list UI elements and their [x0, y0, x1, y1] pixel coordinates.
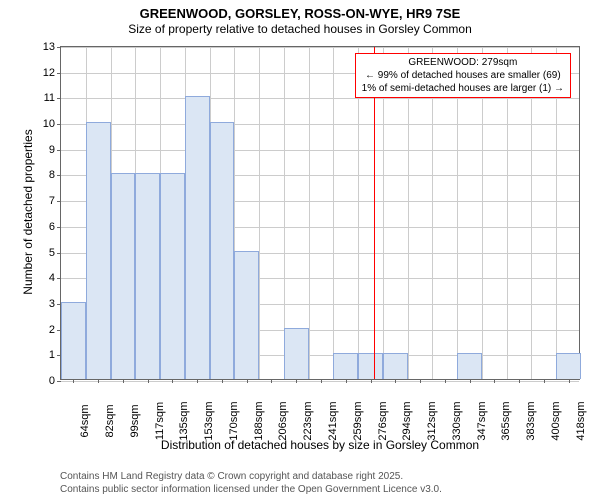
xtick-label: 347sqm — [470, 401, 488, 440]
histogram-bar — [160, 173, 185, 379]
gridline-v — [333, 47, 334, 379]
x-axis-label: Distribution of detached houses by size … — [60, 438, 580, 452]
xtick-mark — [172, 379, 173, 383]
histogram-bar — [185, 96, 210, 379]
xtick-mark — [445, 379, 446, 383]
xtick-mark — [420, 379, 421, 383]
xtick-mark — [98, 379, 99, 383]
xtick-mark — [73, 379, 74, 383]
xtick-label: 365sqm — [494, 401, 512, 440]
ytick-label: 13 — [43, 41, 61, 53]
xtick-mark — [395, 379, 396, 383]
xtick-mark — [519, 379, 520, 383]
footer-attribution: Contains HM Land Registry data © Crown c… — [60, 471, 442, 496]
xtick-mark — [123, 379, 124, 383]
xtick-mark — [321, 379, 322, 383]
ytick-label: 1 — [49, 349, 61, 361]
ytick-label: 7 — [49, 195, 61, 207]
histogram-bar — [333, 353, 358, 379]
xtick-label: 294sqm — [395, 401, 413, 440]
ytick-label: 12 — [43, 67, 61, 79]
gridline-h — [61, 150, 579, 151]
ytick-label: 4 — [49, 272, 61, 284]
gridline-h — [61, 124, 579, 125]
footer-line-1: Contains HM Land Registry data © Crown c… — [60, 471, 442, 484]
xtick-label: 188sqm — [247, 401, 265, 440]
xtick-label: 418sqm — [569, 401, 587, 440]
histogram-bar — [457, 353, 482, 379]
footer-line-2: Contains public sector information licen… — [60, 484, 442, 497]
chart-title: GREENWOOD, GORSLEY, ROSS-ON-WYE, HR9 7SE — [0, 6, 600, 21]
xtick-mark — [247, 379, 248, 383]
gridline-h — [61, 47, 579, 48]
ytick-label: 6 — [49, 221, 61, 233]
xtick-mark — [544, 379, 545, 383]
xtick-mark — [371, 379, 372, 383]
xtick-label: 170sqm — [222, 401, 240, 440]
ytick-label: 0 — [49, 375, 61, 387]
histogram-bar — [284, 328, 309, 379]
xtick-label: 206sqm — [271, 401, 289, 440]
gridline-v — [309, 47, 310, 379]
xtick-mark — [222, 379, 223, 383]
xtick-label: 99sqm — [123, 404, 141, 437]
ytick-label: 9 — [49, 144, 61, 156]
annotation-box: GREENWOOD: 279sqm← 99% of detached house… — [355, 53, 571, 98]
xtick-label: 135sqm — [172, 401, 190, 440]
xtick-mark — [271, 379, 272, 383]
xtick-mark — [470, 379, 471, 383]
ytick-label: 3 — [49, 298, 61, 310]
xtick-label: 312sqm — [420, 401, 438, 440]
xtick-mark — [494, 379, 495, 383]
xtick-label: 153sqm — [197, 401, 215, 440]
gridline-h — [61, 381, 579, 382]
xtick-label: 400sqm — [544, 401, 562, 440]
xtick-label: 117sqm — [148, 402, 166, 440]
ytick-label: 8 — [49, 169, 61, 181]
xtick-label: 64sqm — [73, 404, 91, 437]
annotation-line: 1% of semi-detached houses are larger (1… — [362, 82, 564, 95]
xtick-label: 259sqm — [346, 401, 364, 440]
histogram-chart: GREENWOOD, GORSLEY, ROSS-ON-WYE, HR9 7SE… — [0, 0, 600, 500]
ytick-label: 2 — [49, 324, 61, 336]
plot-area: 01234567891011121364sqm82sqm99sqm117sqm1… — [60, 46, 580, 380]
histogram-bar — [86, 122, 111, 379]
xtick-mark — [197, 379, 198, 383]
histogram-bar — [234, 251, 259, 379]
histogram-bar — [210, 122, 235, 379]
xtick-mark — [346, 379, 347, 383]
ytick-label: 10 — [43, 118, 61, 130]
histogram-bar — [111, 173, 136, 379]
gridline-h — [61, 98, 579, 99]
gridline-v — [259, 47, 260, 379]
histogram-bar — [61, 302, 86, 379]
xtick-label: 241sqm — [321, 401, 339, 440]
xtick-label: 82sqm — [98, 404, 116, 437]
y-axis-label: Number of detached properties — [21, 112, 35, 312]
histogram-bar — [135, 173, 160, 379]
ytick-label: 11 — [44, 92, 61, 104]
xtick-label: 330sqm — [445, 401, 463, 440]
xtick-mark — [296, 379, 297, 383]
ytick-label: 5 — [49, 247, 61, 259]
title-block: GREENWOOD, GORSLEY, ROSS-ON-WYE, HR9 7SE… — [0, 6, 600, 36]
xtick-mark — [569, 379, 570, 383]
histogram-bar — [383, 353, 408, 379]
chart-subtitle: Size of property relative to detached ho… — [0, 22, 600, 36]
annotation-line: GREENWOOD: 279sqm — [362, 56, 564, 69]
histogram-bar — [358, 353, 383, 379]
xtick-label: 383sqm — [519, 401, 537, 440]
xtick-label: 276sqm — [371, 401, 389, 440]
histogram-bar — [556, 353, 581, 379]
annotation-line: ← 99% of detached houses are smaller (69… — [362, 69, 564, 82]
xtick-label: 223sqm — [296, 401, 314, 440]
xtick-mark — [148, 379, 149, 383]
